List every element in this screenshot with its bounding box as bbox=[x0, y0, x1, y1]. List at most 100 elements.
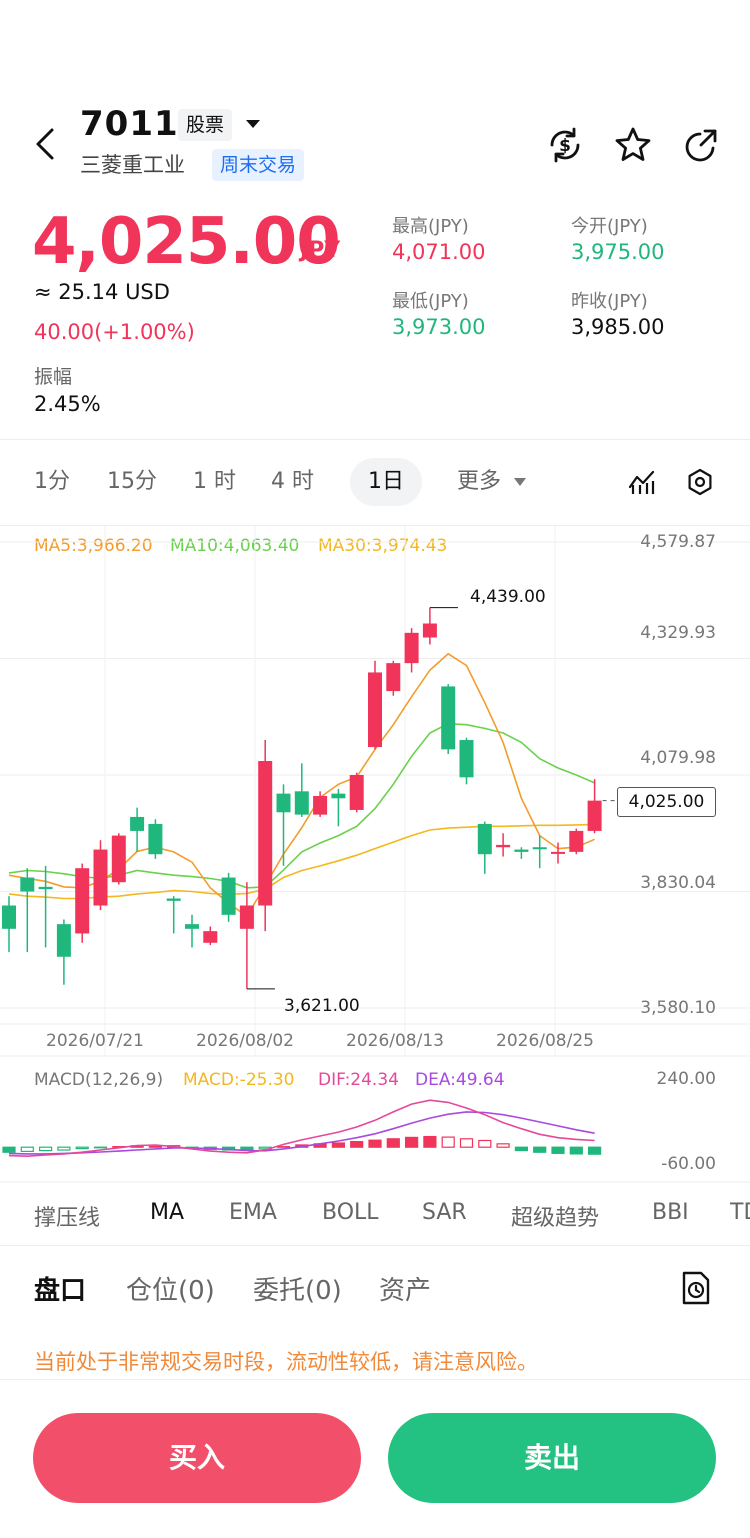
macd-bar bbox=[93, 1146, 108, 1149]
sell-button[interactable]: 卖出 bbox=[388, 1413, 716, 1503]
caret-down-icon[interactable] bbox=[513, 476, 527, 488]
tab-1day-highlight[interactable] bbox=[350, 458, 422, 506]
order-history-icon[interactable] bbox=[680, 1270, 712, 1306]
candle-body bbox=[404, 632, 419, 664]
candle-body bbox=[185, 924, 199, 929]
chart-indicator-icon[interactable] bbox=[627, 467, 657, 497]
price-currency: JPY bbox=[300, 238, 341, 263]
indicator-tab-ma[interactable]: MA bbox=[150, 1200, 185, 1225]
candlestick-chart[interactable] bbox=[0, 526, 750, 1190]
indicator-tab-ema[interactable]: EMA bbox=[229, 1200, 277, 1225]
pane-tab-positions[interactable]: 仓位(0) bbox=[126, 1276, 215, 1306]
candle-body bbox=[56, 924, 71, 957]
macd-bar bbox=[2, 1146, 16, 1153]
candle-body bbox=[75, 868, 90, 934]
indicator-tab-bbi[interactable]: BBI bbox=[652, 1200, 689, 1225]
macd-bar bbox=[57, 1146, 71, 1151]
back-icon[interactable] bbox=[28, 124, 68, 164]
candle-body bbox=[349, 774, 364, 810]
macd-bottom-label: -60.00 bbox=[661, 1154, 716, 1174]
macd-bar bbox=[20, 1146, 34, 1153]
divider bbox=[0, 1245, 750, 1246]
candle-body bbox=[551, 851, 565, 854]
candle-body bbox=[331, 793, 346, 799]
macd-bar bbox=[331, 1142, 345, 1148]
ma30-legend: MA30:3,974.43 bbox=[318, 536, 448, 556]
y-tick-label: 4,329.93 bbox=[640, 623, 716, 643]
divider bbox=[0, 525, 750, 526]
candle-body bbox=[386, 663, 401, 692]
candle-body bbox=[422, 623, 437, 638]
min-price-label: 3,621.00 bbox=[284, 996, 360, 1016]
star-icon[interactable] bbox=[614, 126, 652, 164]
candle-body bbox=[313, 795, 328, 815]
pane-tab-orderbook[interactable]: 盘口 bbox=[34, 1276, 87, 1306]
macd-bar bbox=[75, 1146, 89, 1150]
tab-4hour[interactable]: 4 时 bbox=[271, 469, 314, 494]
ma5-legend: MA5:3,966.20 bbox=[34, 536, 153, 556]
caret-down-icon[interactable] bbox=[244, 115, 262, 133]
macd-bar bbox=[405, 1136, 419, 1148]
tab-more[interactable]: 更多 bbox=[457, 469, 502, 494]
settings-icon[interactable] bbox=[685, 467, 715, 497]
candle-body bbox=[203, 931, 218, 943]
macd-bar bbox=[423, 1135, 437, 1148]
candle-body bbox=[148, 823, 163, 855]
buy-button[interactable]: 买入 bbox=[33, 1413, 361, 1503]
currency-swap-icon[interactable]: $ bbox=[546, 126, 584, 164]
candle-body bbox=[93, 849, 108, 906]
tab-15min[interactable]: 15分 bbox=[107, 469, 157, 494]
divider bbox=[0, 439, 750, 440]
macd-bar bbox=[368, 1139, 382, 1148]
svg-text:$: $ bbox=[559, 136, 571, 156]
candle-body bbox=[532, 847, 547, 850]
macd-bar bbox=[38, 1146, 53, 1152]
candle-body bbox=[477, 823, 492, 855]
candle-body bbox=[368, 672, 382, 748]
macd-bar bbox=[350, 1140, 364, 1148]
tab-1day[interactable]: 1日 bbox=[368, 469, 404, 494]
pane-tab-assets[interactable]: 资产 bbox=[379, 1276, 432, 1306]
indicator-tab-support[interactable]: 撑压线 bbox=[34, 1206, 101, 1231]
amplitude-label: 振幅 bbox=[34, 366, 73, 388]
macd-bar bbox=[533, 1146, 547, 1153]
asset-type-chip[interactable]: 股票 bbox=[178, 109, 233, 141]
macd-bar bbox=[569, 1146, 583, 1155]
dea-value: DEA:49.64 bbox=[415, 1070, 505, 1090]
company-name: 三菱重工业 bbox=[80, 153, 185, 177]
usd-equivalent: ≈ 25.14 USD bbox=[34, 280, 170, 304]
indicator-tab-sar[interactable]: SAR bbox=[422, 1200, 467, 1225]
dif-value: DIF:24.34 bbox=[318, 1070, 399, 1090]
open-value: 3,975.00 bbox=[571, 240, 665, 264]
candle-body bbox=[166, 898, 181, 901]
indicator-tab-boll[interactable]: BOLL bbox=[322, 1200, 379, 1225]
macd-bar bbox=[386, 1138, 400, 1148]
amplitude-value: 2.45% bbox=[34, 392, 101, 416]
dea-line bbox=[8, 1111, 595, 1155]
macd-bar bbox=[276, 1146, 291, 1148]
macd-bar bbox=[478, 1139, 492, 1148]
candle-body bbox=[514, 849, 529, 852]
share-icon[interactable] bbox=[682, 126, 720, 164]
x-tick-label: 2026/07/21 bbox=[46, 1031, 144, 1051]
candle-body bbox=[459, 740, 474, 778]
candle-body bbox=[38, 886, 53, 890]
ticker-symbol: 7011 bbox=[80, 104, 179, 144]
tab-1min[interactable]: 1分 bbox=[34, 469, 70, 494]
candle-body bbox=[569, 830, 584, 852]
macd-params: MACD(12,26,9) bbox=[34, 1070, 164, 1090]
macd-bar bbox=[148, 1145, 162, 1148]
indicator-tab-supertrend[interactable]: 超级趋势 bbox=[511, 1206, 600, 1231]
pane-tab-orders[interactable]: 委托(0) bbox=[253, 1276, 342, 1306]
candle-body bbox=[111, 835, 126, 883]
prev-close-value: 3,985.00 bbox=[571, 315, 665, 339]
candle-body bbox=[2, 905, 16, 929]
x-tick-label: 2026/08/13 bbox=[346, 1031, 444, 1051]
indicator-overflow: TD bbox=[730, 1190, 750, 1240]
prev-close-label: 昨收(JPY) bbox=[571, 291, 648, 312]
tab-1hour[interactable]: 1 时 bbox=[193, 469, 236, 494]
indicator-tab-td[interactable]: TD bbox=[730, 1200, 750, 1225]
candle-body bbox=[258, 761, 273, 906]
macd-bar bbox=[441, 1136, 455, 1148]
macd-top-label: 240.00 bbox=[656, 1069, 716, 1089]
